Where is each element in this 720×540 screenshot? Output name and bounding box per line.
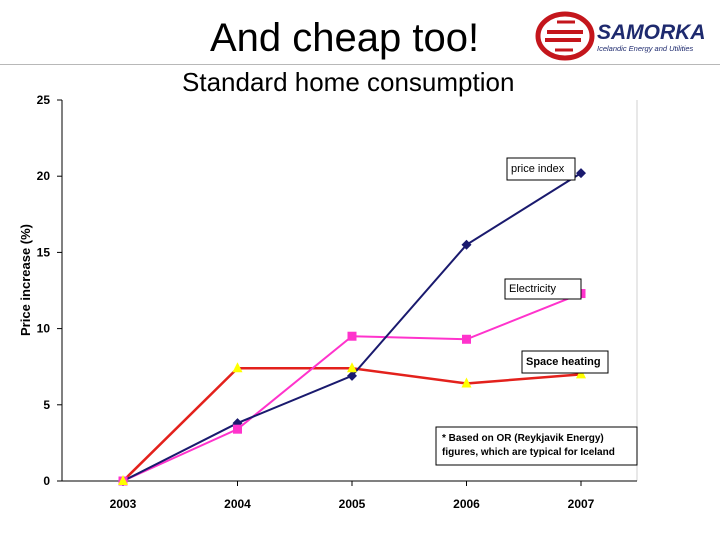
data-point-electricity [347, 331, 357, 341]
y-tick-label: 0 [43, 474, 50, 488]
title-divider [0, 64, 720, 65]
data-point-space-heating [461, 377, 472, 388]
data-point-electricity [462, 334, 471, 344]
data-point-price-index [576, 168, 586, 179]
series-callout-box [504, 278, 582, 300]
y-tick-label: 10 [37, 322, 51, 336]
x-tick-label: 2006 [453, 497, 480, 511]
y-tick-label: 20 [37, 169, 51, 183]
footnote-line-1: * Based on OR (Reykjavik Energy) [442, 433, 604, 444]
chart-title: Standard home consumption [182, 67, 515, 97]
data-point-space-heating [118, 475, 128, 485]
samorka-logo: SAMORKA Icelandic Energy and Utilities [535, 11, 706, 61]
samorka-emblem-icon [535, 11, 595, 61]
data-point-space-heating [232, 362, 243, 373]
series-callout-label: Electricity [509, 283, 557, 295]
series-callout-label: price index [511, 163, 565, 175]
y-tick-label: 5 [43, 398, 50, 412]
data-point-space-heating [347, 362, 357, 373]
y-tick-label: 25 [37, 93, 51, 107]
y-tick-label: 15 [37, 245, 51, 259]
x-tick-label: 2004 [224, 497, 251, 511]
x-tick-label: 2007 [568, 497, 595, 511]
series-callout-box [521, 350, 609, 374]
footnote-box [435, 426, 638, 466]
data-point-price-index [461, 239, 472, 250]
x-tick-label: 2005 [339, 497, 366, 511]
footnote-line-2: figures, which are typical for Iceland [442, 447, 615, 458]
y-axis-title: Price increase (%) [18, 224, 33, 336]
data-point-price-index [347, 370, 357, 381]
logo-wordmark: SAMORKA [597, 21, 706, 44]
series-callout-label: Space heating [526, 356, 601, 368]
x-tick-label: 2003 [110, 497, 137, 511]
series-callout-box [506, 157, 576, 181]
data-point-electricity [233, 424, 242, 434]
logo-tagline: Icelandic Energy and Utilities [597, 44, 694, 53]
slide-title: And cheap too! [210, 16, 480, 60]
